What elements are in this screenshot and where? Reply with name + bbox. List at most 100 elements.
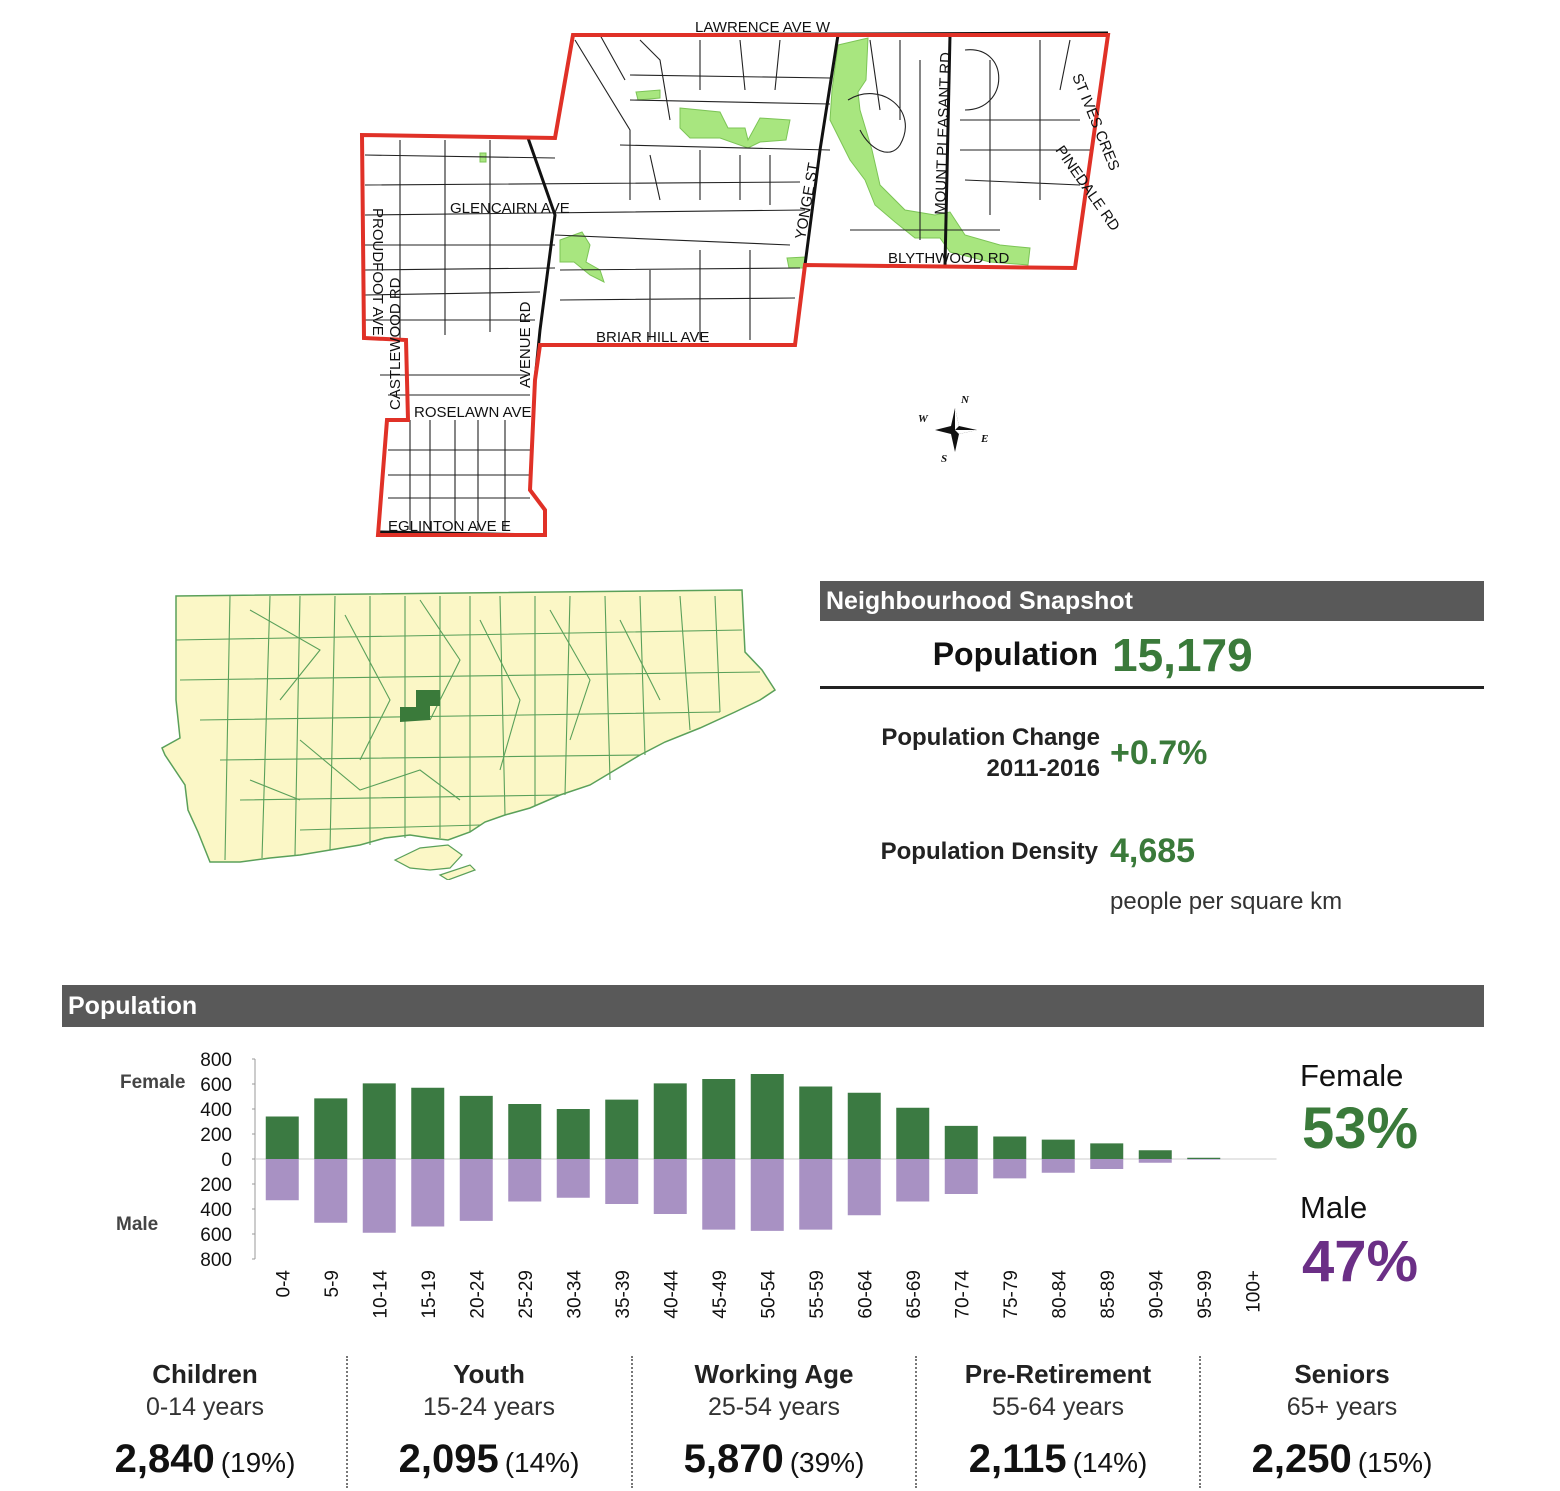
female-bar bbox=[556, 1109, 590, 1159]
female-bar bbox=[314, 1098, 348, 1159]
female-axis-label: Female bbox=[120, 1072, 185, 1093]
street-label: BLYTHWOOD RD bbox=[888, 250, 1010, 267]
female-bar bbox=[896, 1107, 930, 1159]
age-group-number: 2,250 bbox=[1251, 1437, 1352, 1481]
female-bar bbox=[508, 1104, 542, 1159]
age-group-count: 2,250 (15%) bbox=[1200, 1436, 1484, 1491]
street-label: PROUDFOOT AVE bbox=[369, 208, 386, 336]
age-group-seniors: Seniors 65+ years 2,250 (15%) bbox=[1200, 1358, 1484, 1491]
street-label: CASTLEWOOD RD bbox=[387, 277, 404, 410]
female-bar bbox=[265, 1116, 299, 1159]
x-tick-label: 40-44 bbox=[661, 1270, 682, 1319]
x-tick-label: 70-74 bbox=[952, 1270, 973, 1319]
male-bar bbox=[993, 1159, 1027, 1179]
age-group-count: 2,095 (14%) bbox=[347, 1436, 631, 1491]
x-tick-label: 10-14 bbox=[370, 1270, 391, 1319]
age-group-number: 5,870 bbox=[683, 1437, 784, 1481]
age-group-count: 2,115 (14%) bbox=[916, 1436, 1200, 1491]
age-group-percent: (15%) bbox=[1357, 1447, 1433, 1478]
male-bar bbox=[605, 1159, 639, 1204]
local-streets bbox=[364, 34, 1090, 530]
age-group-count: 5,870 (39%) bbox=[632, 1436, 916, 1491]
x-tick-label: 35-39 bbox=[613, 1270, 634, 1319]
population-density-label: Population Density bbox=[880, 838, 1098, 865]
x-tick-label: 5-9 bbox=[322, 1270, 343, 1297]
female-bar bbox=[993, 1136, 1027, 1159]
female-title: Female bbox=[1300, 1058, 1404, 1093]
y-tick-label: 600 bbox=[200, 1225, 232, 1246]
street-label: AVENUE RD bbox=[517, 301, 534, 388]
group-divider bbox=[631, 1356, 633, 1488]
neighbourhood-map: LAWRENCE AVE W GLENCAIRN AVE PROUDFOOT A… bbox=[359, 19, 1123, 537]
x-tick-label: 95-99 bbox=[1195, 1270, 1216, 1319]
compass-n: N bbox=[960, 394, 970, 406]
female-bar bbox=[653, 1083, 687, 1159]
street-label: BRIAR HILL AVE bbox=[596, 329, 709, 346]
male-bar bbox=[411, 1159, 445, 1227]
street-label: MOUNT PLEASANT RD bbox=[932, 52, 955, 215]
compass-e: E bbox=[980, 433, 988, 445]
y-tick-label: 400 bbox=[200, 1200, 232, 1221]
male-bar bbox=[702, 1159, 736, 1230]
x-tick-label: 80-84 bbox=[1049, 1270, 1070, 1319]
male-title: Male bbox=[1300, 1190, 1368, 1225]
street-label: ROSELAWN AVE bbox=[414, 404, 532, 421]
x-tick-label: 20-24 bbox=[467, 1270, 488, 1319]
age-group-name: Pre-Retirement bbox=[964, 1359, 1152, 1389]
age-group-name: Children bbox=[152, 1359, 258, 1389]
compass-s: S bbox=[941, 453, 947, 465]
y-tick-label: 600 bbox=[200, 1075, 232, 1096]
y-tick-label: 800 bbox=[200, 1250, 232, 1271]
group-divider bbox=[346, 1356, 348, 1488]
change-label-line2: 2011-2016 bbox=[986, 755, 1100, 782]
male-bar bbox=[556, 1159, 590, 1198]
x-tick-label: 15-19 bbox=[419, 1270, 440, 1319]
age-group-name: Working Age bbox=[694, 1359, 854, 1389]
x-tick-label: 100+ bbox=[1243, 1270, 1264, 1313]
x-tick-label: 85-89 bbox=[1098, 1270, 1119, 1319]
y-tick-label: 800 bbox=[200, 1050, 232, 1071]
population-label: Population bbox=[932, 636, 1098, 672]
age-group-number: 2,095 bbox=[398, 1437, 499, 1481]
neighbourhood-boundary bbox=[359, 33, 1111, 537]
female-bar bbox=[750, 1074, 784, 1159]
female-bar bbox=[362, 1083, 396, 1159]
x-tick-label: 90-94 bbox=[1146, 1270, 1167, 1319]
population-change-value: +0.7% bbox=[1110, 734, 1208, 772]
y-tick-label: 0 bbox=[221, 1150, 232, 1171]
male-bar bbox=[1187, 1159, 1221, 1160]
highlighted-neighbourhood bbox=[400, 690, 440, 722]
male-axis-label: Male bbox=[116, 1214, 158, 1235]
street-label: GLENCAIRN AVE bbox=[450, 200, 570, 217]
age-group-number: 2,115 bbox=[968, 1437, 1067, 1481]
female-bar bbox=[605, 1099, 639, 1159]
male-bar bbox=[362, 1159, 396, 1233]
female-bar bbox=[1187, 1157, 1221, 1159]
male-bar bbox=[314, 1159, 348, 1223]
male-bar bbox=[799, 1159, 833, 1230]
city-locator-map bbox=[161, 589, 777, 880]
age-group-range: 15-24 years bbox=[422, 1393, 556, 1421]
female-bar bbox=[944, 1125, 978, 1159]
change-label-line1: Population Change bbox=[881, 724, 1100, 751]
age-group-range: 65+ years bbox=[1286, 1393, 1398, 1421]
male-bar bbox=[896, 1159, 930, 1202]
age-group-working-age: Working Age 25-54 years 5,870 (39%) bbox=[632, 1358, 916, 1491]
street-label: LAWRENCE AVE W bbox=[695, 19, 831, 36]
population-section-header: Population bbox=[62, 985, 1484, 1027]
male-bar bbox=[265, 1159, 299, 1201]
x-tick-label: 60-64 bbox=[855, 1270, 876, 1319]
group-divider bbox=[915, 1356, 917, 1488]
female-bar bbox=[1138, 1150, 1172, 1159]
compass-icon: N E S W bbox=[918, 394, 988, 465]
age-group-name: Youth bbox=[453, 1359, 525, 1389]
x-tick-label: 30-34 bbox=[564, 1270, 585, 1319]
age-group-name: Seniors bbox=[1294, 1359, 1390, 1389]
population-value: 15,179 bbox=[1112, 629, 1253, 681]
group-divider bbox=[1199, 1356, 1201, 1488]
female-bar bbox=[1041, 1139, 1075, 1159]
x-tick-label: 45-49 bbox=[710, 1270, 731, 1319]
toronto-islands bbox=[393, 844, 477, 880]
female-bar bbox=[799, 1086, 833, 1159]
population-pyramid-chart: 800 600 400 200 0 200 400 600 800 Female Male 0-4 5… bbox=[116, 1050, 1277, 1319]
